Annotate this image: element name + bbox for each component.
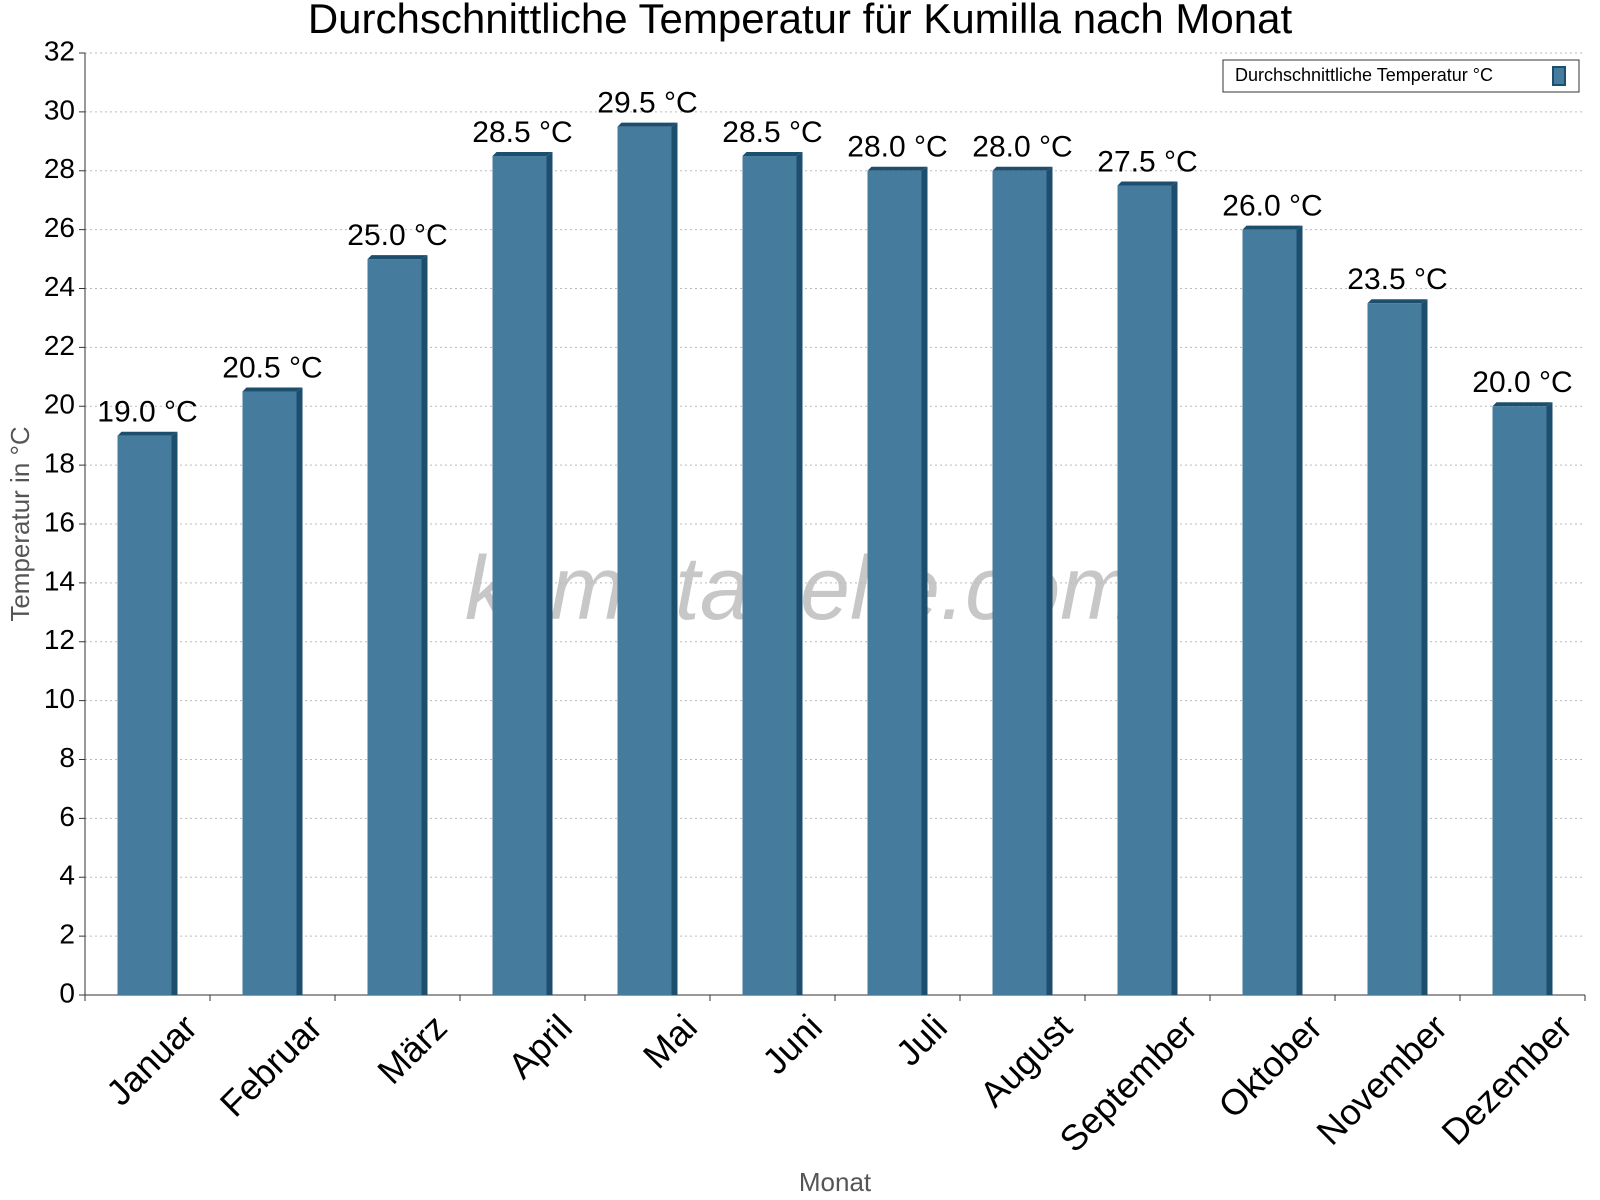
bar-top — [867, 166, 928, 171]
bar-top — [367, 255, 428, 260]
x-tick-label: März — [369, 1006, 455, 1092]
bar — [992, 170, 1047, 995]
bar-side — [546, 152, 553, 995]
x-axis-title: Monat — [799, 1167, 872, 1197]
legend-label: Durchschnittliche Temperatur °C — [1235, 65, 1493, 85]
bar — [1367, 303, 1422, 995]
y-tick-label: 12 — [44, 624, 75, 655]
bar-top — [117, 431, 178, 436]
x-tick-label: April — [500, 1006, 580, 1086]
y-axis-title: Temperatur in °C — [5, 426, 35, 621]
legend-swatch — [1552, 66, 1566, 86]
bar — [1242, 229, 1297, 995]
bar-side — [671, 122, 678, 995]
legend-box — [1222, 59, 1580, 93]
x-tick-label: November — [1308, 1006, 1454, 1152]
bar-top — [1367, 299, 1428, 304]
y-tick-label: 28 — [44, 153, 75, 184]
bar-top — [992, 166, 1053, 171]
y-tick-label: 20 — [44, 389, 75, 420]
bar-top — [617, 122, 678, 127]
y-tick-label: 16 — [44, 506, 75, 537]
y-tick-label: 2 — [59, 919, 75, 950]
value-label: 25.0 °C — [347, 219, 447, 252]
bar-top — [1117, 181, 1178, 186]
value-label: 23.5 °C — [1347, 263, 1447, 296]
x-tick-label: Juni — [754, 1006, 830, 1082]
bar-top — [742, 152, 803, 157]
x-tick-label: September — [1051, 1006, 1205, 1160]
bar-side — [171, 431, 178, 995]
y-tick-label: 8 — [59, 742, 75, 773]
y-tick-label: 32 — [44, 35, 75, 66]
bar — [1117, 185, 1172, 995]
bar — [1492, 406, 1547, 995]
bar-top — [1242, 225, 1303, 230]
y-tick-label: 0 — [59, 977, 75, 1008]
bar — [742, 156, 797, 995]
x-tick-label: Mai — [635, 1006, 705, 1076]
value-label: 20.5 °C — [222, 351, 322, 384]
value-label: 28.5 °C — [722, 116, 822, 149]
bar-top — [1492, 402, 1553, 407]
x-tick-label: Oktober — [1210, 1006, 1330, 1126]
value-label: 26.0 °C — [1222, 190, 1322, 223]
y-tick-label: 6 — [59, 801, 75, 832]
bar — [117, 435, 172, 995]
y-tick-label: 30 — [44, 94, 75, 125]
bar-side — [1046, 166, 1053, 995]
x-tick-label: August — [972, 1006, 1080, 1114]
bar-side — [921, 166, 928, 995]
y-tick-label: 24 — [44, 271, 75, 302]
x-tick-label: Juli — [888, 1006, 955, 1073]
bar — [617, 126, 672, 995]
value-label: 28.0 °C — [972, 131, 1072, 164]
bar — [242, 391, 297, 995]
x-tick-label: Januar — [98, 1006, 205, 1113]
value-label: 28.0 °C — [847, 131, 947, 164]
bar-side — [421, 255, 428, 995]
bar — [492, 156, 547, 995]
bar — [367, 259, 422, 995]
x-tick-label: Februar — [212, 1006, 330, 1124]
bar-side — [796, 152, 803, 995]
bar-side — [1296, 225, 1303, 995]
value-label: 20.0 °C — [1472, 366, 1572, 399]
value-label: 28.5 °C — [472, 116, 572, 149]
bar-top — [492, 152, 553, 157]
y-tick-label: 14 — [44, 565, 75, 596]
y-tick-label: 4 — [59, 860, 75, 891]
chart-title: Durchschnittliche Temperatur für Kumilla… — [308, 0, 1293, 42]
bar-side — [296, 387, 303, 995]
y-tick-label: 26 — [44, 212, 75, 243]
value-label: 27.5 °C — [1097, 145, 1197, 178]
x-tick-label: Dezember — [1433, 1006, 1579, 1152]
y-tick-label: 10 — [44, 683, 75, 714]
bar-top — [242, 387, 303, 392]
value-label: 19.0 °C — [97, 396, 197, 429]
y-tick-label: 18 — [44, 448, 75, 479]
bar-side — [1421, 299, 1428, 995]
y-tick-label: 22 — [44, 330, 75, 361]
bar-side — [1546, 402, 1553, 995]
bar — [867, 170, 922, 995]
bar-side — [1171, 181, 1178, 995]
value-label: 29.5 °C — [597, 87, 697, 120]
